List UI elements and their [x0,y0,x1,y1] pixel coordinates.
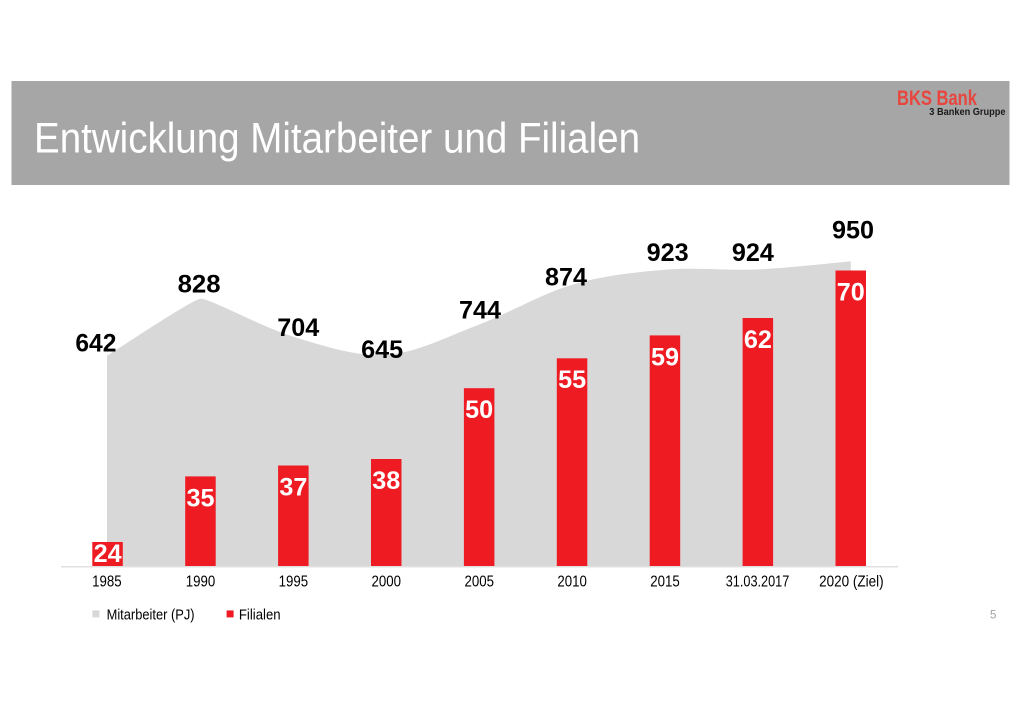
svg-text:642: 642 [75,329,116,357]
svg-text:874: 874 [545,264,587,292]
svg-text:37: 37 [279,473,307,501]
svg-text:924: 924 [732,239,774,267]
svg-text:923: 923 [647,239,689,267]
svg-text:2015: 2015 [650,573,680,590]
svg-text:50: 50 [465,396,493,424]
svg-text:5: 5 [990,610,996,622]
svg-text:59: 59 [651,343,679,371]
svg-text:35: 35 [187,484,215,512]
svg-text:3 Banken Gruppe: 3 Banken Gruppe [929,106,1005,118]
svg-text:744: 744 [459,297,501,325]
svg-text:1995: 1995 [279,573,309,590]
svg-text:Filialen: Filialen [239,608,281,624]
svg-text:70: 70 [837,279,865,307]
svg-text:1990: 1990 [186,573,216,590]
svg-text:1985: 1985 [92,573,122,590]
svg-text:950: 950 [832,216,874,244]
svg-text:Mitarbeiter (PJ): Mitarbeiter (PJ) [107,608,195,624]
svg-text:704: 704 [277,314,319,342]
svg-text:24: 24 [94,540,122,568]
svg-text:2020 (Ziel): 2020 (Ziel) [819,573,884,590]
svg-text:2005: 2005 [464,573,494,590]
svg-text:55: 55 [558,366,586,394]
svg-text:2000: 2000 [372,573,402,590]
svg-text:BKS Bank: BKS Bank [897,87,977,110]
svg-text:31.03.2017: 31.03.2017 [726,573,790,590]
svg-text:645: 645 [361,336,403,364]
svg-text:38: 38 [372,467,400,495]
svg-text:2010: 2010 [557,573,587,590]
svg-text:Entwicklung Mitarbeiter und Fi: Entwicklung Mitarbeiter und Filialen [34,115,640,163]
svg-text:62: 62 [744,326,772,354]
svg-text:828: 828 [178,271,221,299]
